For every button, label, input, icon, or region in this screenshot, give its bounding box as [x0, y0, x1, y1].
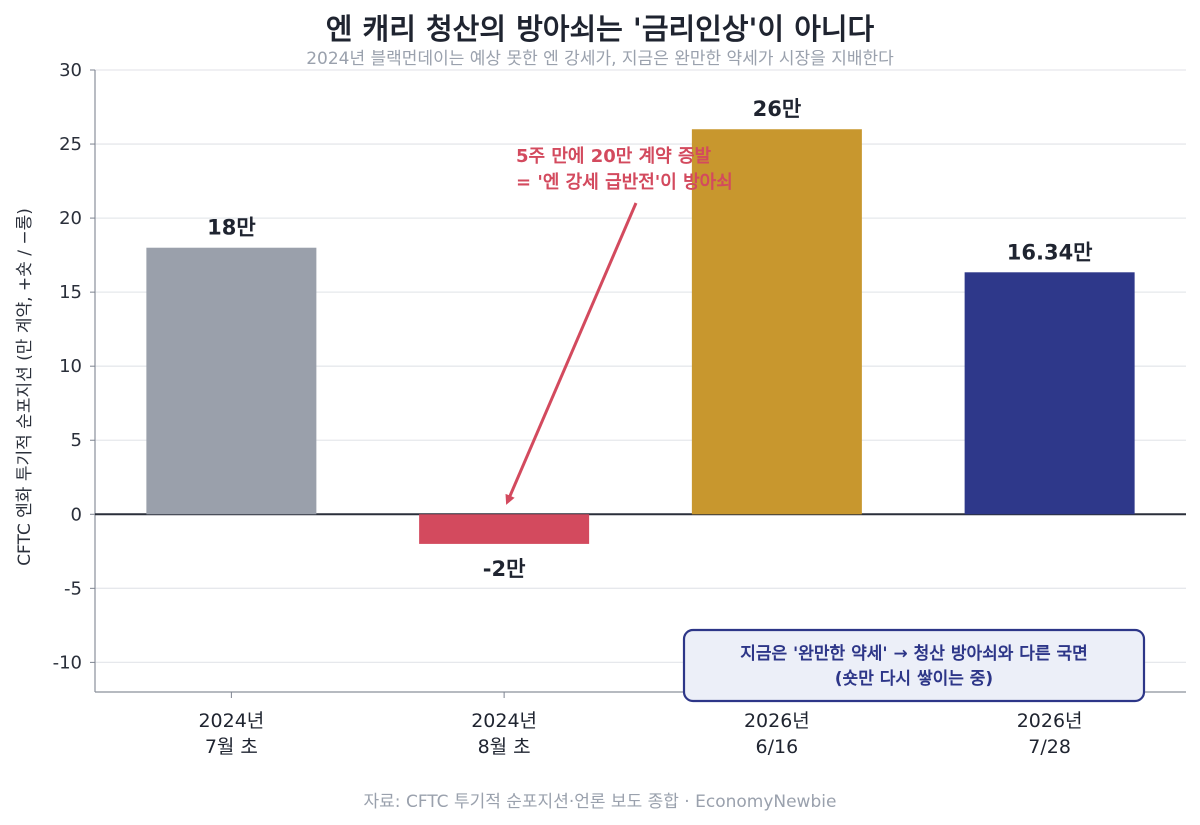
annotation-text: 5주 만에 20만 계약 증발 — [516, 145, 712, 167]
y-tick-label: 15 — [59, 282, 82, 303]
x-tick-label: 6/16 — [756, 736, 799, 758]
annotation-sudden-reversal: 5주 만에 20만 계약 증발 = '엔 강세 급반전'이 방아쇠 — [505, 145, 733, 505]
y-tick-label: 10 — [59, 356, 82, 377]
y-axis-label: CFTC 엔화 투기적 순포지션 (만 계약, +숏 / −롱) — [15, 208, 35, 566]
y-tick-label: -10 — [53, 652, 82, 673]
annotation-text: 지금은 '완만한 약세' → 청산 방아쇠와 다른 국면 — [740, 643, 1088, 664]
annotation-current-phase: 지금은 '완만한 약세' → 청산 방아쇠와 다른 국면 (숏만 다시 쌓이는 중… — [682, 628, 1146, 703]
annotation-text: (숏만 다시 쌓이는 중) — [835, 669, 993, 689]
chart-subtitle: 2024년 블랙먼데이는 예상 못한 엔 강세가, 지금은 완만한 약세가 시장… — [306, 49, 894, 69]
x-tick-label: 2026년 — [1017, 710, 1083, 732]
bar — [419, 514, 590, 544]
x-tick-label: 2024년 — [198, 710, 264, 732]
annotation-arrow — [505, 202, 638, 505]
x-tick-label: 2026년 — [744, 710, 810, 732]
bar — [146, 247, 317, 515]
x-tick-label: 2024년 — [471, 710, 537, 732]
y-tick-label: -5 — [64, 578, 82, 599]
y-tick-label: 20 — [59, 208, 82, 229]
bar-value-label: 18만 — [207, 216, 256, 240]
annotation-box — [682, 628, 1146, 703]
bar-value-label: 16.34만 — [1007, 240, 1093, 264]
y-tick-label: 5 — [71, 430, 82, 451]
y-tick-label: 25 — [59, 134, 82, 155]
bar — [964, 272, 1135, 515]
y-tick-labels: 30 25 20 15 10 5 0 -5 -10 — [53, 60, 95, 673]
x-tick-label: 8월 초 — [478, 736, 531, 758]
annotation-text: = '엔 강세 급반전'이 방아쇠 — [516, 172, 733, 193]
data-labels: 18만 -2만 26만 16.34만 — [207, 97, 1092, 581]
x-tick-labels: 2024년 7월 초 2024년 8월 초 2026년 6/16 2026년 7/28 — [198, 692, 1083, 758]
bars — [146, 129, 1135, 544]
bar — [691, 129, 862, 515]
y-tick-label: 0 — [71, 504, 82, 525]
chart-title: 엔 캐리 청산의 방아쇠는 '금리인상'이 아니다 — [325, 12, 875, 46]
bar-value-label: -2만 — [483, 557, 526, 581]
x-tick-label: 7/28 — [1028, 736, 1071, 758]
source-note: 자료: CFTC 투기적 순포지션·언론 보도 종합 · EconomyNewb… — [363, 792, 837, 812]
y-tick-label: 30 — [59, 60, 82, 81]
x-tick-label: 7월 초 — [205, 736, 258, 758]
bar-value-label: 26만 — [753, 97, 802, 121]
